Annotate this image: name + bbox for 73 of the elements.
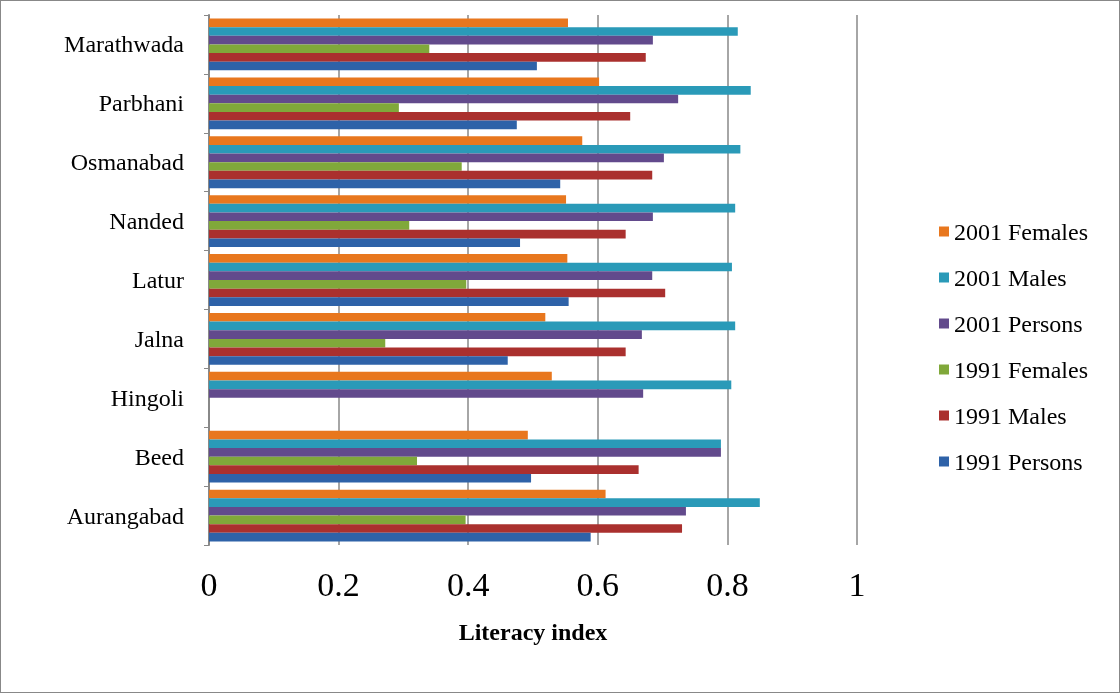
bar (209, 203, 736, 213)
bar (209, 35, 653, 45)
bar (209, 456, 418, 466)
y-tick-label: Osmanabad (70, 149, 184, 176)
x-tick-label: 0.2 (317, 565, 360, 603)
bar (209, 280, 467, 289)
legend-label: 1991 Males (954, 402, 1067, 429)
x-tick-label: 0.4 (446, 565, 490, 603)
x-tick-label: 0.8 (706, 565, 749, 603)
bar (209, 221, 410, 230)
x-tick-label: 0.6 (576, 565, 620, 603)
y-tick-label: Jalna (134, 325, 185, 352)
bar (209, 111, 631, 121)
bar (209, 515, 466, 525)
bar (209, 297, 569, 306)
bar (209, 330, 642, 339)
bar (209, 448, 721, 457)
legend-label: 2001 Females (954, 218, 1088, 245)
bar (209, 53, 646, 62)
bar (209, 170, 653, 180)
legend-label: 1991 Females (954, 356, 1088, 383)
bar (209, 94, 679, 104)
y-tick-label: Nanded (109, 208, 184, 235)
bar (209, 489, 606, 499)
bar (209, 371, 552, 381)
bar (209, 27, 738, 36)
bar (209, 238, 521, 248)
bar (209, 356, 508, 365)
bar (209, 271, 653, 280)
bar (209, 44, 430, 54)
y-tick-label: Latur (132, 267, 184, 293)
y-tick-label: Marathwada (64, 31, 185, 58)
x-axis-title: Literacy index (458, 619, 608, 645)
bar (209, 229, 626, 239)
x-tick-label: 1 (848, 565, 866, 603)
bar (209, 179, 561, 189)
bar (209, 86, 751, 95)
bar (209, 136, 583, 145)
bar (209, 430, 528, 440)
bar (209, 103, 399, 112)
bar (209, 77, 600, 87)
bar (209, 120, 517, 130)
bar (209, 144, 741, 154)
y-tick-label: Hingoli (110, 384, 185, 411)
bar (209, 524, 683, 533)
bar (209, 338, 386, 348)
x-tick-label: 0 (200, 565, 218, 603)
bar (209, 254, 568, 263)
y-tick-label: Beed (134, 443, 184, 470)
legend-label: 2001 Persons (954, 310, 1083, 337)
bar (209, 532, 591, 542)
bar (209, 380, 732, 390)
bar (209, 439, 721, 449)
bar (209, 321, 736, 331)
bar (209, 61, 537, 71)
bar (209, 465, 639, 474)
bar (209, 262, 732, 272)
y-tick-label: Parbhani (98, 90, 185, 117)
bar (209, 162, 462, 171)
legend-label: 2001 Males (954, 264, 1067, 291)
bar (209, 506, 686, 516)
bar (209, 153, 664, 163)
bar (209, 212, 653, 222)
legend-label: 1991 Persons (954, 448, 1083, 475)
bar (209, 195, 567, 204)
bar (209, 473, 532, 483)
bar (209, 312, 546, 322)
bar (209, 498, 760, 507)
y-tick-label: Aurangabad (66, 502, 184, 529)
bar (209, 288, 666, 298)
bar (209, 389, 644, 398)
bar (209, 18, 568, 28)
bar (209, 347, 626, 357)
